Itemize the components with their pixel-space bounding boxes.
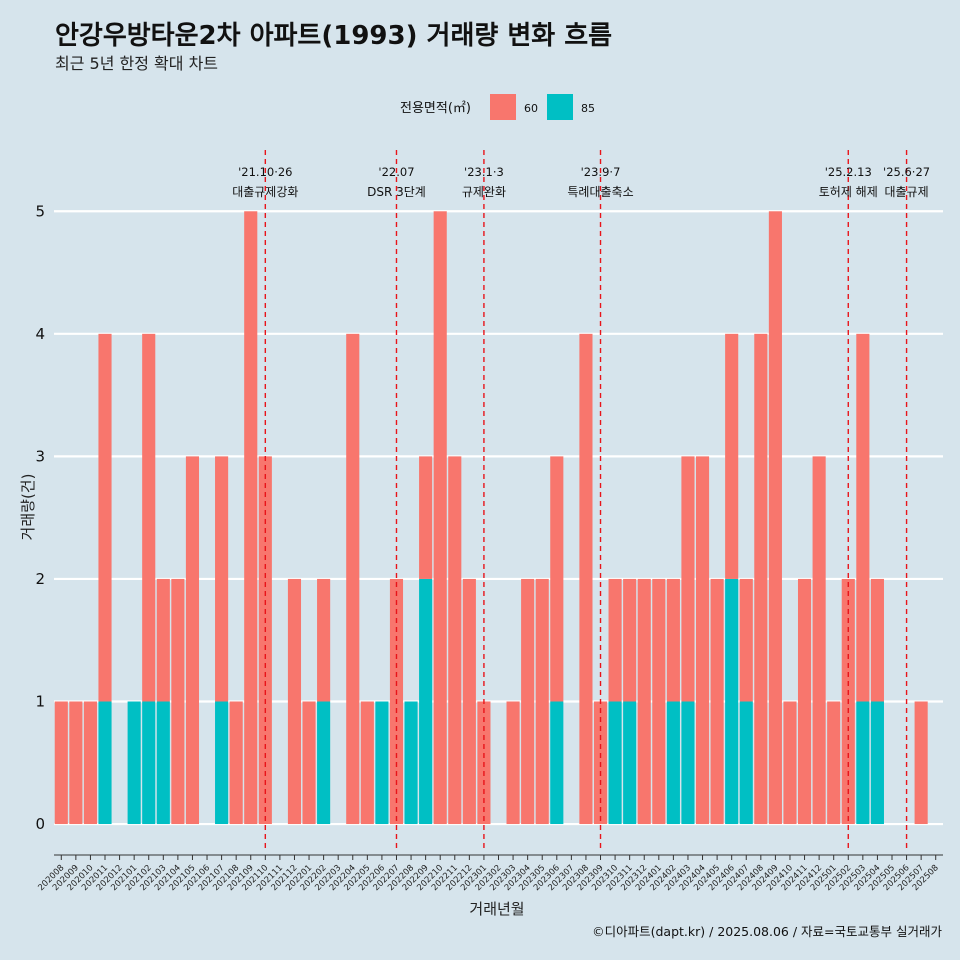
bar-60-202010 — [83, 701, 97, 825]
bar-60-202403 — [681, 456, 695, 702]
bar-60-202404 — [695, 456, 710, 825]
bar-60-202412 — [812, 456, 826, 825]
bar-60-202305 — [535, 578, 549, 825]
bar-60-202310 — [608, 578, 622, 702]
y-tick-label-5: 5 — [35, 202, 45, 220]
bar-60-202409 — [768, 211, 782, 825]
bar-85-202107 — [215, 701, 229, 825]
y-tick-label-1: 1 — [35, 692, 45, 710]
bar-85-202101 — [127, 701, 141, 825]
bar-60-202406 — [725, 333, 739, 579]
bar-85-202403 — [681, 701, 695, 825]
bar-85-202407 — [739, 701, 753, 825]
y-axis-label: 거래량(건) — [19, 474, 37, 541]
x-axis-label: 거래년월 — [469, 900, 524, 918]
legend: 60 85 — [490, 94, 595, 120]
bars — [54, 211, 928, 825]
bar-60-202202 — [317, 578, 331, 702]
bar-85-202011 — [98, 701, 112, 825]
bar-85-202103 — [156, 701, 170, 825]
bar-60-202411 — [797, 578, 812, 825]
bar-60-202312 — [637, 578, 651, 825]
bar-85-202306 — [550, 701, 564, 825]
legend-label-60: 60 — [524, 102, 538, 115]
bar-85-202406 — [725, 578, 739, 825]
bar-85-202206 — [375, 701, 389, 825]
legend-title: 전용면적(㎡) — [400, 101, 471, 116]
bar-85-202311 — [623, 701, 637, 825]
bar-60-202105 — [185, 456, 200, 825]
bar-60-202401 — [652, 578, 666, 825]
bar-60-202501 — [827, 701, 841, 825]
bar-85-202504 — [870, 701, 884, 825]
bar-60-202504 — [870, 578, 884, 702]
bar-60-202211 — [448, 456, 462, 825]
bar-60-202303 — [506, 701, 520, 825]
y-axis-ticks: 0 1 2 3 4 5 — [35, 202, 45, 833]
annotations: '21.10·26 대출규제강화 '22.07 DSR 3단계 '23.1·3 규제완화 '… — [232, 150, 930, 851]
chart-subtitle: 최근 5년 한정 확대 차트 — [55, 54, 218, 73]
annotation-date-202207: '22.07 — [378, 165, 414, 179]
bar-60-202407 — [739, 578, 753, 702]
annotation-date-202506: '25.6·27 — [883, 165, 930, 179]
bar-85-202102 — [142, 701, 156, 825]
bar-85-202402 — [666, 701, 680, 825]
bar-60-202112 — [287, 578, 302, 825]
bar-60-202209 — [419, 456, 433, 579]
bar-60-202008 — [54, 701, 68, 825]
annotation-date-202301: '23.1·3 — [464, 165, 504, 179]
bar-60-202306 — [550, 456, 564, 702]
y-tick-label-2: 2 — [35, 570, 45, 588]
bar-85-202209 — [419, 578, 433, 825]
annotation-text-202506: 대출규제 — [884, 185, 928, 199]
bar-60-202204 — [346, 333, 360, 825]
bar-60-202107 — [215, 456, 229, 702]
legend-label-85: 85 — [581, 102, 595, 115]
bar-60-202311 — [623, 578, 637, 702]
bar-60-202201 — [302, 701, 316, 825]
bar-60-202507 — [914, 701, 928, 825]
bar-60-202009 — [69, 701, 83, 825]
annotation-date-202309: '23.9·7 — [581, 165, 621, 179]
bar-60-202212 — [462, 578, 476, 825]
y-tick-label-4: 4 — [35, 325, 45, 343]
bar-60-202308 — [579, 333, 593, 825]
bar-60-202011 — [98, 333, 112, 702]
annotation-text-202207: DSR 3단계 — [367, 185, 426, 199]
y-tick-label-0: 0 — [35, 815, 45, 833]
annotation-date-202110: '21.10·26 — [238, 165, 292, 179]
bar-85-202310 — [608, 701, 622, 825]
annotation-date-202502: '25.2.13 — [825, 165, 872, 179]
chart-title: 안강우방타운2차 아파트(1993) 거래량 변화 흐름 — [55, 21, 612, 51]
bar-60-202405 — [710, 578, 724, 825]
bar-60-202102 — [142, 333, 156, 702]
x-axis: 2020082020092020102020112020122021012021… — [36, 854, 943, 893]
bar-60-202304 — [521, 578, 535, 825]
bar-60-202408 — [754, 333, 768, 825]
bar-85-202208 — [404, 701, 418, 825]
bar-60-202410 — [783, 701, 797, 825]
bar-85-202202 — [317, 701, 331, 825]
bar-85-202503 — [856, 701, 870, 825]
annotation-text-202309: 특례대출축소 — [567, 185, 633, 199]
bar-60-202109 — [244, 211, 258, 825]
bar-60-202104 — [171, 578, 185, 825]
annotation-text-202110: 대출규제강화 — [232, 185, 298, 199]
bar-60-202402 — [666, 578, 680, 702]
annotation-text-202502: 토허제 해제 — [819, 185, 878, 199]
caption: ©디아파트(dapt.kr) / 2025.08.06 / 자료=국토교통부 실… — [592, 924, 942, 939]
legend-swatch-85 — [547, 94, 573, 120]
bar-60-202205 — [360, 701, 374, 825]
y-tick-label-3: 3 — [35, 447, 45, 465]
legend-swatch-60 — [490, 94, 516, 120]
bar-60-202210 — [433, 211, 447, 825]
annotation-text-202301: 규제완화 — [462, 185, 506, 199]
bar-60-202103 — [156, 578, 170, 702]
bar-60-202108 — [229, 701, 243, 825]
bar-60-202503 — [856, 333, 870, 702]
